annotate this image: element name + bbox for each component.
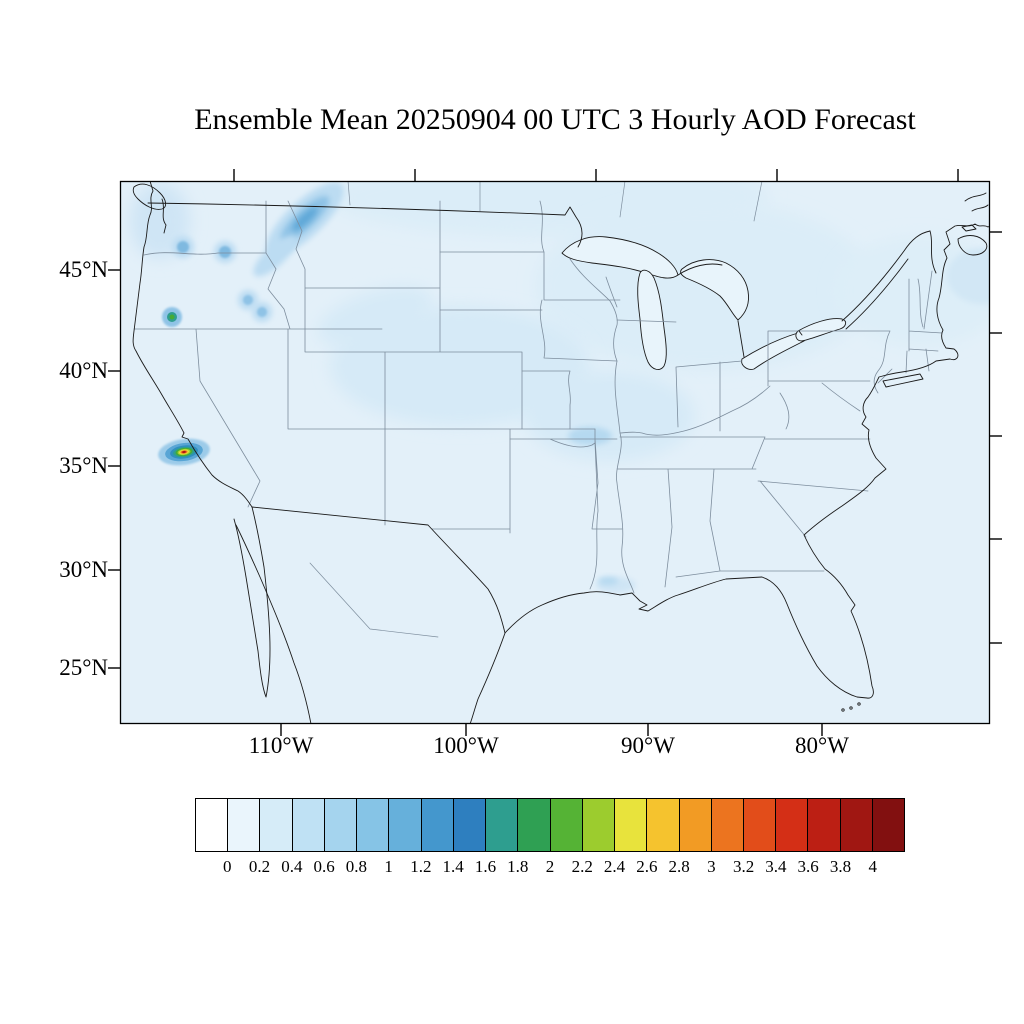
colorbar-segment	[518, 799, 551, 851]
lake-huron	[680, 259, 749, 321]
colorbar-segment	[776, 799, 809, 851]
colorbar-segment	[389, 799, 422, 851]
colorbar-tick-label: 3.2	[733, 857, 755, 876]
prince-edward-island	[961, 224, 977, 232]
x-axis-label-110w: 110°W	[248, 733, 314, 758]
gulf-atlantic-coast	[504, 223, 990, 699]
pacific-coast	[132, 181, 253, 508]
colorbar-segment	[228, 799, 261, 851]
colorbar-segment	[808, 799, 841, 851]
florida-keys	[857, 702, 861, 706]
y-axis-label-25n: 25°N	[59, 655, 108, 680]
colorbar-tick-label: 1.8	[507, 857, 529, 876]
bc-smoke-streak	[253, 182, 344, 277]
colorbar-tick-label: 1.2	[410, 857, 432, 876]
state-borders	[133, 181, 943, 638]
lake-ontario	[795, 318, 847, 342]
colorbar-segment	[872, 799, 905, 851]
colorbar-segment	[615, 799, 648, 851]
colorbar-tick-label: 1	[384, 857, 393, 876]
colorbar-tick-label: 2.8	[668, 857, 690, 876]
colorbar-segment	[743, 799, 777, 851]
colorbar-segment	[486, 799, 519, 851]
us-mexico-border	[251, 506, 506, 634]
colorbar-tick-label: 1.6	[474, 857, 497, 876]
colorbar-tick-label: 2.6	[636, 857, 658, 876]
florida-keys	[841, 708, 845, 712]
axis-ticks	[108, 169, 1002, 736]
puget-sound	[161, 198, 167, 234]
colorbar-segment	[324, 799, 358, 851]
colorbar-segment	[357, 799, 390, 851]
canada-border	[147, 192, 989, 358]
colorbar-segment	[453, 799, 487, 851]
baja-peninsula	[233, 506, 271, 698]
oregon-aod-spot	[162, 307, 182, 327]
colorbar-segment	[840, 799, 873, 851]
great-lakes	[561, 236, 847, 370]
y-axis-label-35n: 35°N	[59, 453, 108, 478]
vancouver-island	[132, 183, 167, 210]
colorbar-tick-label: 0.8	[345, 857, 367, 876]
map-frame	[119, 180, 991, 725]
nova-scotia	[957, 235, 988, 256]
colorbar-tick-label: 3.4	[765, 857, 787, 876]
florida-keys	[849, 706, 853, 710]
colorbar-tick-label: 0.4	[281, 857, 303, 876]
colorbar-tick-label: 2.2	[571, 857, 593, 876]
chart-title: Ensemble Mean 20250904 00 UTC 3 Hourly A…	[194, 103, 916, 136]
colorbar-tick-label: 3	[707, 857, 716, 876]
x-axis-label-90w: 90°W	[621, 733, 675, 758]
colorbar-segment	[421, 799, 454, 851]
california-aod-hotspot	[158, 438, 210, 466]
colorbar-tick-label: 0.2	[248, 857, 271, 876]
gulf-of-california-coast	[235, 524, 312, 724]
colorbar	[195, 798, 905, 852]
long-island	[882, 373, 924, 388]
x-axis-label-100w: 100°W	[433, 733, 499, 758]
colorbar-labels: 0 0.2 0.4 0.6 0.8 1 1.2 1.4 1.6 1.8 2 2.2 2.4 2.6 2.8 3…	[195, 857, 905, 881]
colorbar-segment	[196, 799, 229, 851]
colorbar-segment	[647, 799, 680, 851]
colorbar-segment	[292, 799, 325, 851]
colorbar-tick-label: 3.6	[797, 857, 819, 876]
x-axis-label-80w: 80°W	[795, 733, 849, 758]
colorbar-tick-label: 4	[868, 857, 877, 876]
colorbar-segment	[582, 799, 616, 851]
mexico-gulf-coast	[469, 632, 506, 724]
colorbar-segment	[711, 799, 744, 851]
washington-aod-spots	[172, 236, 272, 322]
coastline	[132, 181, 990, 724]
y-axis-label-30n: 30°N	[59, 557, 108, 582]
colorbar-tick-label: 0.6	[313, 857, 335, 876]
colorbar-segment	[679, 799, 712, 851]
lake-michigan	[637, 269, 667, 370]
map-canvas	[108, 169, 1002, 736]
colorbar-tick-label: 1.4	[442, 857, 464, 876]
colorbar-segment	[550, 799, 583, 851]
y-axis-label-40n: 40°N	[59, 358, 108, 383]
map-panel	[108, 169, 1002, 736]
colorbar-tick-label: 0	[223, 857, 232, 876]
colorbar-tick-label: 2	[545, 857, 555, 876]
y-axis-label-45n: 45°N	[59, 257, 108, 282]
colorbar-segment	[260, 799, 293, 851]
colorbar-tick-label: 3.8	[829, 857, 852, 876]
colorbar-tick-label: 2.4	[603, 857, 626, 876]
